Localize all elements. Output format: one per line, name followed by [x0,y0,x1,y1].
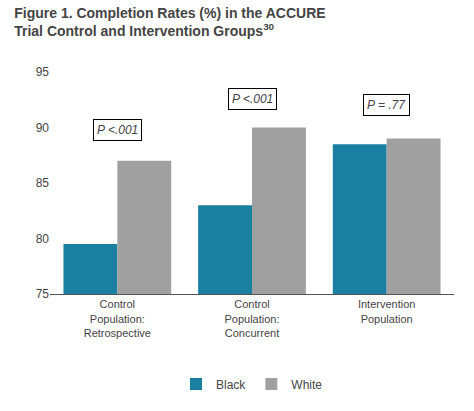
svg-text:White: White [291,378,322,392]
svg-text:P <.001: P <.001 [97,123,138,137]
svg-text:ControlPopulation:Concurrent: ControlPopulation:Concurrent [224,298,279,339]
svg-text:75: 75 [36,287,50,301]
svg-text:P = .77: P = .77 [367,98,406,112]
svg-text:90: 90 [36,121,50,135]
svg-text:Figure 1. Completion Rates (%): Figure 1. Completion Rates (%) in the AC… [14,5,325,39]
svg-text:ControlPopulation:Retrospectiv: ControlPopulation:Retrospective [84,298,151,339]
svg-text:80: 80 [36,232,50,246]
svg-text:Black: Black [216,378,246,392]
svg-text:P <.001: P <.001 [232,92,273,106]
svg-text:85: 85 [36,176,50,190]
svg-text:InterventionPopulation: InterventionPopulation [358,298,415,324]
svg-text:95: 95 [36,65,50,79]
